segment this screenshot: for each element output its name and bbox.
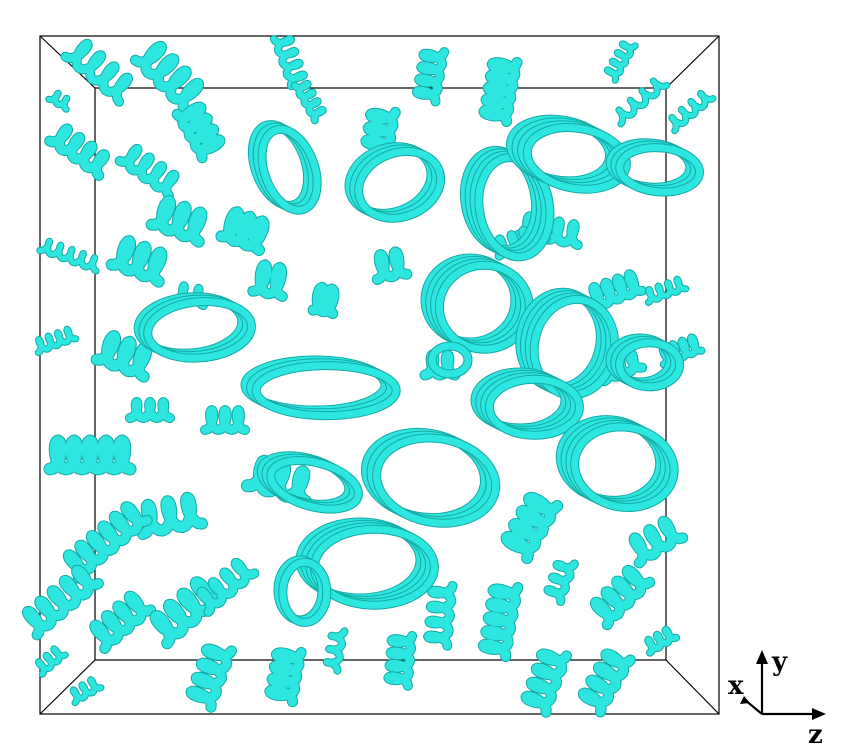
loop-tube bbox=[355, 147, 445, 222]
helix-tube bbox=[645, 276, 689, 305]
loop-tube bbox=[144, 298, 255, 362]
loop-tube bbox=[373, 434, 500, 527]
helix-tube bbox=[23, 565, 103, 640]
helix-tube bbox=[501, 492, 563, 563]
helix-tube bbox=[137, 492, 207, 539]
helix-tube bbox=[669, 90, 716, 134]
helix-tube bbox=[186, 644, 236, 712]
helix-tube bbox=[35, 326, 79, 355]
helix-tube bbox=[46, 90, 70, 112]
loop-tube bbox=[279, 558, 331, 626]
loop-tube bbox=[616, 144, 703, 196]
axis-x-label: x bbox=[728, 671, 744, 701]
helix-tube bbox=[361, 107, 400, 157]
helix-tube bbox=[115, 144, 179, 200]
helix-tube bbox=[645, 626, 679, 656]
helix-tube bbox=[578, 649, 635, 717]
helix-tube bbox=[106, 236, 167, 287]
helix-tube bbox=[265, 648, 306, 707]
helix-tube bbox=[384, 632, 417, 690]
loop-tube bbox=[616, 339, 684, 391]
loop-tube bbox=[428, 342, 472, 378]
helix-tube bbox=[146, 196, 207, 247]
helix-tube bbox=[130, 41, 204, 115]
loop-tube bbox=[523, 124, 630, 193]
helix-tube bbox=[172, 102, 225, 163]
helix-tube bbox=[629, 516, 688, 568]
helix-tube bbox=[424, 582, 457, 650]
helix-tube bbox=[308, 282, 339, 319]
helix-tube bbox=[216, 207, 269, 255]
helix-tube bbox=[90, 591, 156, 653]
helix-tube bbox=[478, 583, 523, 662]
helix-tube bbox=[37, 238, 99, 274]
axis-y-label: y bbox=[771, 647, 788, 677]
helix-tube bbox=[61, 39, 132, 106]
loop-tube bbox=[252, 362, 400, 420]
helix-tube bbox=[521, 649, 571, 717]
helix-tube bbox=[36, 646, 68, 677]
helix-tube bbox=[412, 48, 449, 106]
vortex-loops bbox=[133, 114, 704, 627]
helix-tube bbox=[248, 260, 287, 301]
helix-tube bbox=[70, 677, 104, 706]
helix-tube bbox=[372, 247, 412, 284]
loop-tube bbox=[475, 154, 554, 261]
helix-tube bbox=[201, 406, 249, 434]
loop-tube bbox=[485, 375, 583, 439]
helix-tube bbox=[197, 558, 259, 616]
helix-tube bbox=[126, 398, 174, 422]
axis-z-label: z bbox=[808, 720, 823, 750]
helix-tube bbox=[589, 270, 646, 312]
axis-indicator: y x z bbox=[728, 647, 826, 750]
helix-tube bbox=[44, 435, 136, 475]
helix-tube bbox=[63, 502, 152, 583]
helix-tube bbox=[45, 124, 109, 180]
vortex-helices bbox=[22, 35, 717, 718]
helix-tube bbox=[616, 78, 670, 127]
loop-tube bbox=[258, 125, 321, 214]
loop-tube bbox=[571, 423, 678, 512]
helix-tube bbox=[544, 560, 578, 605]
helix-tube bbox=[150, 577, 226, 649]
helix-tube bbox=[323, 628, 348, 674]
loop-tube bbox=[267, 457, 362, 513]
helix-tube bbox=[270, 36, 307, 90]
helix-tube bbox=[479, 58, 522, 127]
helix-tube bbox=[591, 566, 655, 630]
helix-tube bbox=[291, 80, 326, 124]
helix-tube bbox=[604, 41, 638, 83]
